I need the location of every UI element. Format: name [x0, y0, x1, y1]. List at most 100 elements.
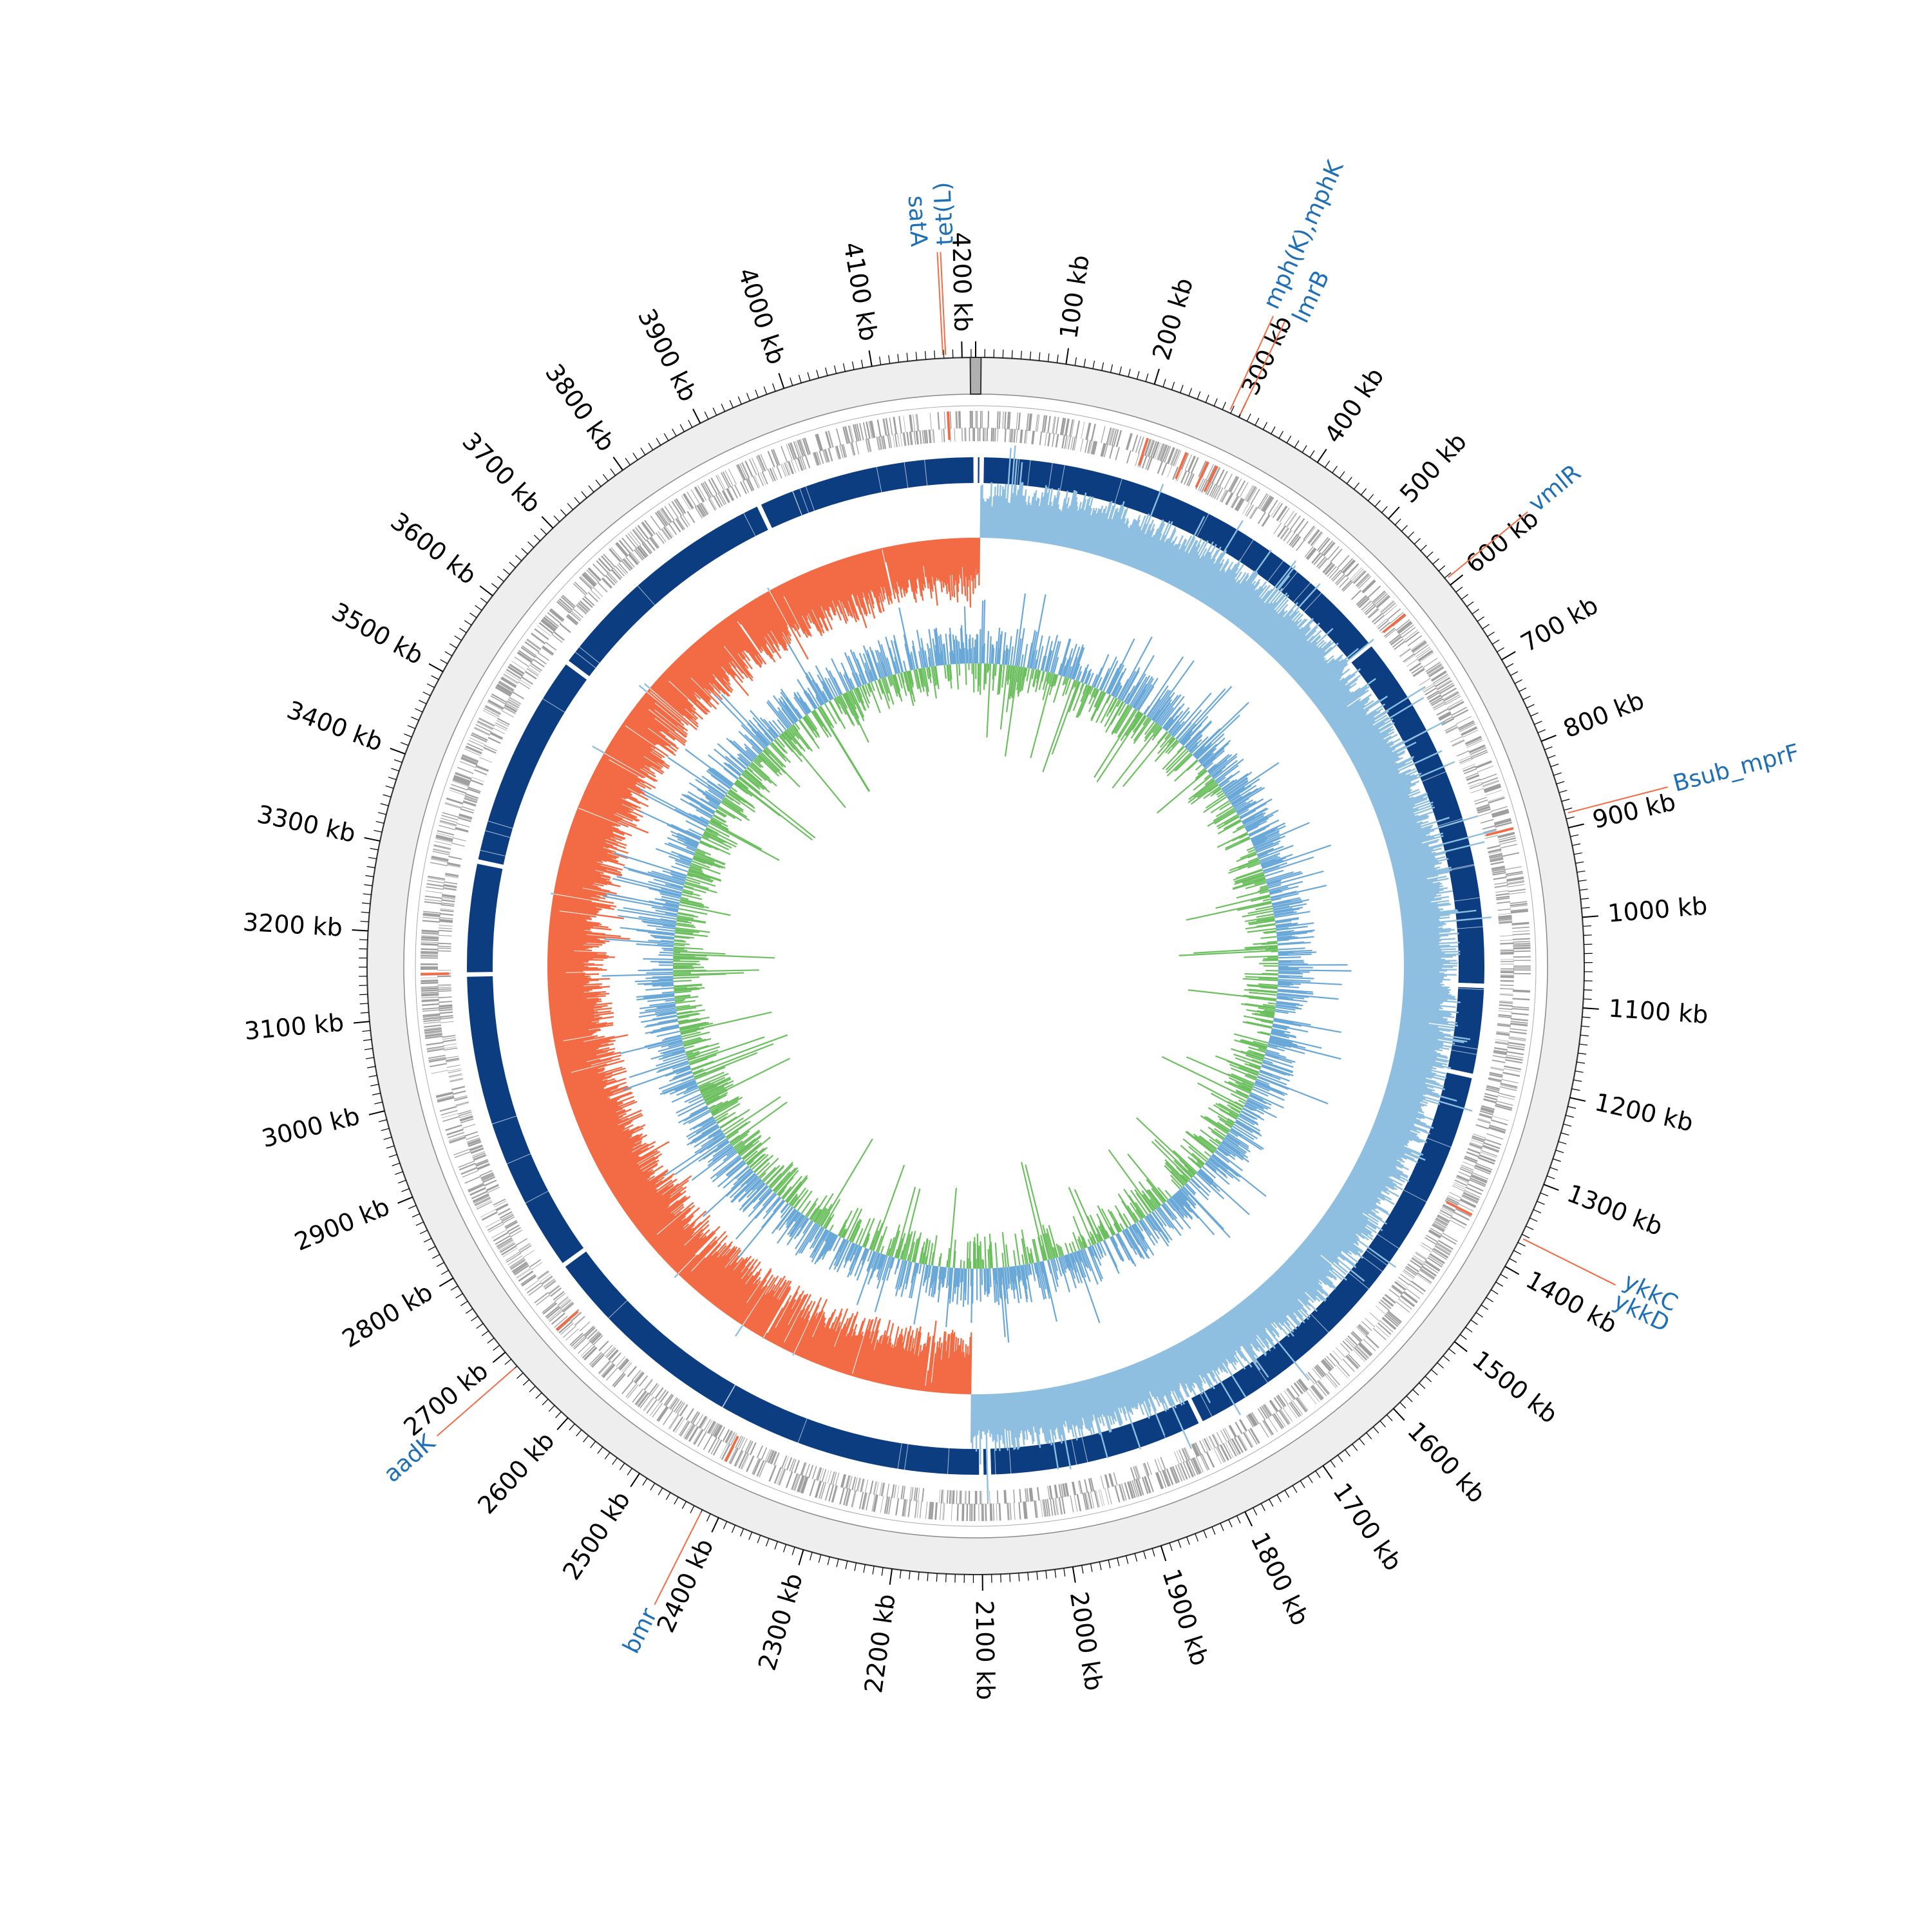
cds-feature	[739, 481, 747, 495]
gc-skew-bar	[1337, 1193, 1369, 1215]
gc-skew-bar	[1192, 558, 1216, 598]
gc-skew-bar	[1036, 1389, 1045, 1434]
cds-feature	[1466, 775, 1480, 781]
cds-feature	[422, 1017, 440, 1021]
gc-skew-bar	[1168, 551, 1186, 584]
cds-feature	[1416, 647, 1430, 658]
cds-feature	[424, 1031, 442, 1035]
gc-skew-bar	[1295, 1249, 1334, 1284]
cds-feature	[1330, 548, 1343, 563]
gc-skew-bar	[1139, 528, 1159, 571]
cds-feature	[722, 1429, 730, 1442]
cds-feature	[1108, 1473, 1113, 1487]
cds-feature	[1213, 486, 1221, 499]
cds-feature	[658, 1389, 666, 1401]
contig-break	[525, 1191, 549, 1204]
cds-feature	[1394, 1282, 1406, 1291]
cds-feature	[621, 1361, 631, 1372]
gc-skew-bar	[1032, 498, 1040, 542]
gc-skew-bar	[1044, 1388, 1059, 1470]
cds-feature	[1356, 1345, 1370, 1358]
gc-skew-bar	[735, 1325, 744, 1337]
gc-skew-bar	[1270, 618, 1306, 656]
cds-feature	[1470, 1142, 1483, 1148]
cds-feature	[976, 1490, 978, 1504]
cds-feature	[430, 862, 448, 866]
cds-feature	[1497, 908, 1511, 911]
cds-feature	[1363, 580, 1376, 594]
cds-feature	[1199, 1440, 1206, 1454]
cds-feature	[1485, 790, 1502, 796]
gc-skew-bar	[1132, 524, 1151, 568]
cds-feature	[576, 603, 587, 614]
cds-feature	[480, 1172, 494, 1179]
cds-feature	[797, 457, 804, 471]
cds-feature	[1502, 1072, 1520, 1077]
contig-break	[1114, 478, 1122, 504]
cds-feature	[467, 788, 480, 793]
gc-skew-bar	[1037, 1389, 1047, 1443]
cds-feature	[808, 1464, 814, 1479]
cds-feature	[1450, 735, 1463, 743]
cds-feature	[971, 411, 973, 429]
cds-feature	[421, 948, 439, 950]
contig-break	[722, 1385, 736, 1408]
cds-feature	[1492, 810, 1509, 816]
cds-feature	[1318, 1379, 1331, 1394]
cds-feature	[1101, 426, 1106, 444]
cds-feature	[605, 1367, 618, 1381]
cds-feature	[996, 411, 999, 429]
cds-feature	[456, 822, 470, 828]
gc-skew-bar	[1243, 574, 1291, 633]
cds-feature	[1508, 1037, 1526, 1040]
gc-skew-bar	[1219, 573, 1249, 615]
cds-feature	[744, 460, 753, 477]
cds-feature	[496, 720, 509, 727]
cds-feature	[525, 1280, 540, 1291]
cds-feature	[1441, 717, 1454, 726]
cds-feature	[1028, 1488, 1032, 1502]
cds-feature	[1239, 482, 1249, 498]
cds-feature	[1511, 926, 1530, 929]
cds-feature	[1456, 1176, 1469, 1182]
gc-skew-bar	[1107, 518, 1122, 560]
cds-feature	[992, 428, 995, 442]
cds-feature	[1235, 1421, 1243, 1434]
cds-feature	[1492, 811, 1510, 818]
cds-feature	[481, 1174, 495, 1181]
cds-feature	[494, 724, 507, 731]
cds-feature	[804, 437, 811, 455]
gc-skew-bar	[998, 496, 1002, 539]
cds-feature	[1435, 1244, 1451, 1255]
cds-feature	[501, 676, 517, 687]
cds-feature	[1246, 504, 1255, 517]
cds-feature	[1409, 1283, 1424, 1295]
cds-feature	[643, 1396, 654, 1411]
cds-feature	[1018, 1502, 1021, 1520]
cds-feature	[959, 1490, 961, 1504]
cds-feature	[1329, 1352, 1340, 1364]
cds-feature	[433, 844, 451, 849]
cds-feature	[922, 430, 925, 444]
gc-skew-bar	[1028, 1390, 1035, 1427]
gc-skew-track	[547, 445, 1495, 1501]
cds-feature	[793, 1460, 800, 1473]
cds-feature	[1025, 1488, 1027, 1502]
gc-skew-bar	[1115, 1370, 1132, 1414]
cds-feature	[464, 748, 481, 757]
cds-feature	[1437, 1242, 1452, 1252]
cds-feature	[791, 460, 797, 473]
gc-skew-bar	[1219, 1317, 1242, 1347]
gc-skew-bar	[1222, 570, 1256, 617]
cds-feature	[660, 508, 671, 524]
cds-feature	[477, 722, 493, 730]
gc-skew-bar	[1403, 943, 1439, 947]
cds-feature	[1260, 495, 1271, 511]
cds-feature	[1101, 443, 1106, 457]
gc-skew-bar	[1019, 489, 1027, 540]
gc-skew-bar	[1357, 741, 1417, 773]
cds-feature	[1216, 1432, 1224, 1444]
cds-feature	[975, 411, 976, 429]
cds-feature	[781, 464, 786, 477]
gc-skew-bar	[1056, 490, 1069, 546]
